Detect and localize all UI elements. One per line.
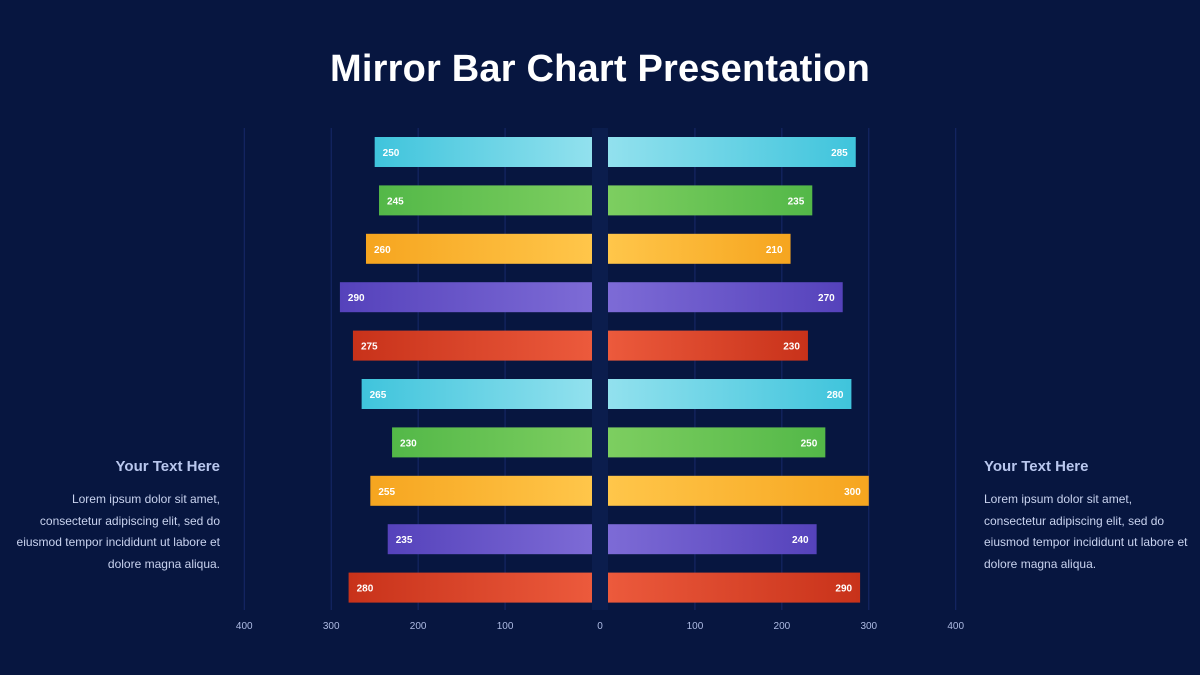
bar-right (608, 330, 808, 361)
grid-lines (243, 128, 957, 610)
bar-right (608, 427, 826, 458)
data-label-left: 245 (387, 196, 404, 207)
bar-left (348, 572, 592, 603)
right-panel-heading: Your Text Here (984, 458, 1089, 475)
data-label-right: 230 (783, 342, 800, 353)
bar-left (361, 379, 592, 409)
data-label-right: 285 (831, 148, 848, 159)
tick-label: 200 (774, 621, 791, 632)
tick-label: 200 (410, 621, 427, 632)
data-label-left: 255 (378, 487, 395, 498)
bar-right (608, 379, 852, 409)
bar-left (379, 185, 592, 216)
left-panel-body: Lorem ipsum dolor sit amet, consectetur … (16, 492, 220, 571)
tick-label: 300 (860, 621, 877, 632)
bar-left (365, 233, 592, 264)
bar-right (608, 137, 856, 167)
left-panel-heading: Your Text Here (115, 458, 220, 475)
bar-left (370, 475, 592, 506)
data-label-right: 290 (835, 584, 852, 595)
data-label-right: 300 (844, 487, 861, 498)
bar-right (608, 572, 861, 603)
axis-ticks: 400 300 200 100 0 100 200 300 400 (236, 621, 965, 632)
tick-label: 400 (947, 621, 964, 632)
page-title: Mirror Bar Chart Presentation (329, 48, 871, 90)
data-label-left: 235 (396, 535, 413, 546)
data-label-left: 280 (357, 584, 374, 595)
data-label-right: 235 (788, 196, 805, 207)
tick-label: 100 (687, 621, 704, 632)
tick-label: 0 (597, 621, 603, 632)
bar-left (352, 330, 592, 361)
bar-left (374, 137, 592, 167)
tick-label: 400 (236, 621, 253, 632)
bars: 250 285 245 235 260 210 290 270 275 230 265 280 230 2… (339, 137, 869, 603)
center-divider (592, 128, 608, 610)
tick-label: 100 (497, 621, 514, 632)
bar-right (608, 475, 869, 506)
data-label-right: 250 (801, 438, 818, 449)
data-label-left: 230 (400, 438, 417, 449)
bar-right (608, 282, 843, 313)
tick-label: 300 (323, 621, 340, 632)
data-label-right: 280 (827, 390, 844, 401)
data-label-right: 240 (792, 535, 809, 546)
right-panel-body: Lorem ipsum dolor sit amet, consectetur … (984, 492, 1188, 571)
bar-left (392, 427, 592, 458)
data-label-right: 210 (766, 245, 783, 256)
left-text-panel: Your Text Here Lorem ipsum dolor sit ame… (10, 458, 220, 575)
data-label-left: 250 (383, 148, 400, 159)
data-label-left: 265 (370, 390, 387, 401)
data-label-right: 270 (818, 293, 835, 304)
bar-right (608, 524, 817, 555)
data-label-left: 260 (374, 245, 391, 256)
data-label-left: 275 (361, 342, 378, 353)
bar-left (387, 524, 592, 555)
data-label-left: 290 (348, 293, 365, 304)
bar-right (608, 185, 813, 216)
bar-right (608, 233, 791, 264)
right-text-panel: Your Text Here Lorem ipsum dolor sit ame… (984, 458, 1194, 575)
bar-left (339, 282, 592, 313)
